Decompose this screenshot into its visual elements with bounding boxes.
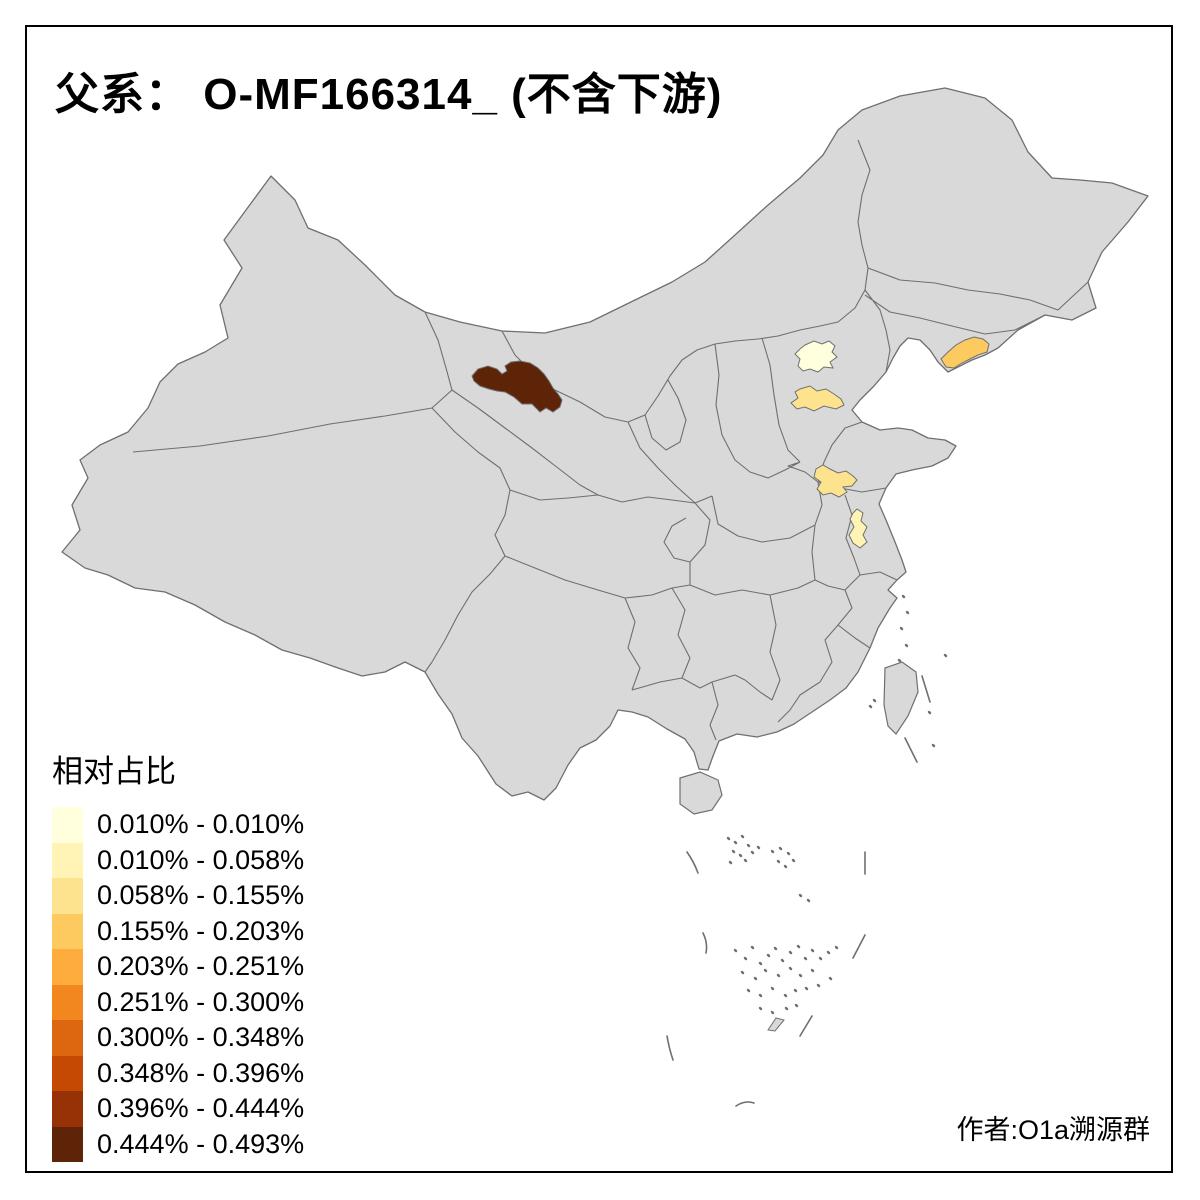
attribution-text: 作者:O1a溯源群 <box>956 1115 1150 1145</box>
legend-swatch <box>52 984 83 1020</box>
island-dots <box>726 594 948 1015</box>
legend-label: 0.348% - 0.396% <box>97 1057 305 1088</box>
legend-swatch <box>52 842 83 878</box>
legend-swatch <box>52 1126 83 1162</box>
legend-title: 相对占比 <box>52 754 176 789</box>
south-china-sea-islet <box>767 1017 785 1032</box>
legend-items: 0.010% - 0.010% 0.010% - 0.058% 0.058% - 0… <box>52 807 304 1162</box>
legend-label: 0.444% - 0.493% <box>97 1128 305 1159</box>
legend-label: 0.300% - 0.348% <box>97 1022 305 1053</box>
legend-label: 0.396% - 0.444% <box>97 1093 305 1124</box>
legend-item: 0.203% - 0.251% <box>52 949 304 985</box>
legend-item: 0.300% - 0.348% <box>52 1020 304 1056</box>
legend-label: 0.203% - 0.251% <box>97 951 305 982</box>
legend-swatch <box>52 949 83 985</box>
legend-label: 0.010% - 0.010% <box>97 809 305 840</box>
legend-item: 0.155% - 0.203% <box>52 913 305 949</box>
region-dalian-coast <box>940 336 990 369</box>
legend-item: 0.348% - 0.396% <box>52 1055 305 1091</box>
legend-label: 0.010% - 0.058% <box>97 844 305 875</box>
legend-swatch <box>52 878 83 914</box>
legend-label: 0.058% - 0.155% <box>97 880 305 911</box>
legend-swatch <box>52 913 83 949</box>
taiwan-island <box>883 661 919 735</box>
region-hebei-south-of-beijing <box>790 385 845 412</box>
legend-item: 0.444% - 0.493% <box>52 1126 305 1162</box>
legend-item: 0.010% - 0.010% <box>52 807 304 843</box>
legend-item: 0.010% - 0.058% <box>52 842 305 878</box>
legend-item: 0.058% - 0.155% <box>52 878 304 914</box>
legend-label: 0.155% - 0.203% <box>97 915 305 946</box>
legend-swatch <box>52 1091 83 1127</box>
legend-swatch <box>52 807 83 843</box>
legend-swatch <box>52 1020 83 1056</box>
legend-swatch <box>52 1055 83 1091</box>
region-southwest-shandong <box>813 464 858 498</box>
dash-line-segments <box>666 675 931 1107</box>
legend: 相对占比 0.010% - 0.010% 0.010% - 0.058% 0.058… <box>52 746 304 1162</box>
region-north-anhui-jiangsu <box>848 508 868 549</box>
province-boundaries <box>132 139 1089 741</box>
hainan-island <box>679 771 723 815</box>
region-gansu-hexi-corridor <box>471 360 563 413</box>
legend-item: 0.396% - 0.444% <box>52 1091 304 1127</box>
legend-label: 0.251% - 0.300% <box>97 986 305 1017</box>
china-mainland <box>61 87 1149 801</box>
legend-item: 0.251% - 0.300% <box>52 984 305 1020</box>
region-beijing <box>794 340 838 373</box>
map-title: 父系： O-MF166314_ (不含下游) <box>55 70 723 119</box>
plot-frame-border <box>25 25 1173 1173</box>
